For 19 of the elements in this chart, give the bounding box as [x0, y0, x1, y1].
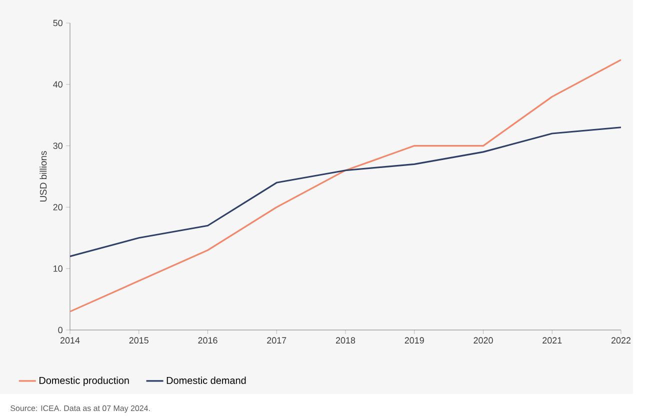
y-axis-title: USD billions — [40, 151, 47, 202]
x-tick-label: 2018 — [336, 337, 356, 344]
x-tick-label: 2014 — [60, 337, 80, 344]
y-tick-label: 0 — [58, 326, 62, 334]
x-tick-label: 2021 — [542, 337, 562, 344]
legend-label: Domestic production — [39, 376, 129, 386]
x-tick-label: 2015 — [129, 337, 148, 344]
y-tick-label: 10 — [54, 265, 62, 272]
y-tick-label: 50 — [53, 20, 62, 26]
line-series — [70, 126, 622, 258]
x-tick-label: 2022 — [611, 337, 631, 344]
y-tick-label: 20 — [53, 204, 62, 210]
y-tick-label: 30 — [53, 142, 62, 149]
y-tick-label: 40 — [53, 81, 62, 88]
x-tick-label: 2017 — [267, 337, 286, 344]
x-tick-label: 2019 — [404, 337, 424, 344]
legend-label: Domestic demand — [166, 376, 246, 384]
x-tick-label: 2016 — [198, 337, 218, 344]
x-tick-label: 2020 — [474, 337, 493, 344]
